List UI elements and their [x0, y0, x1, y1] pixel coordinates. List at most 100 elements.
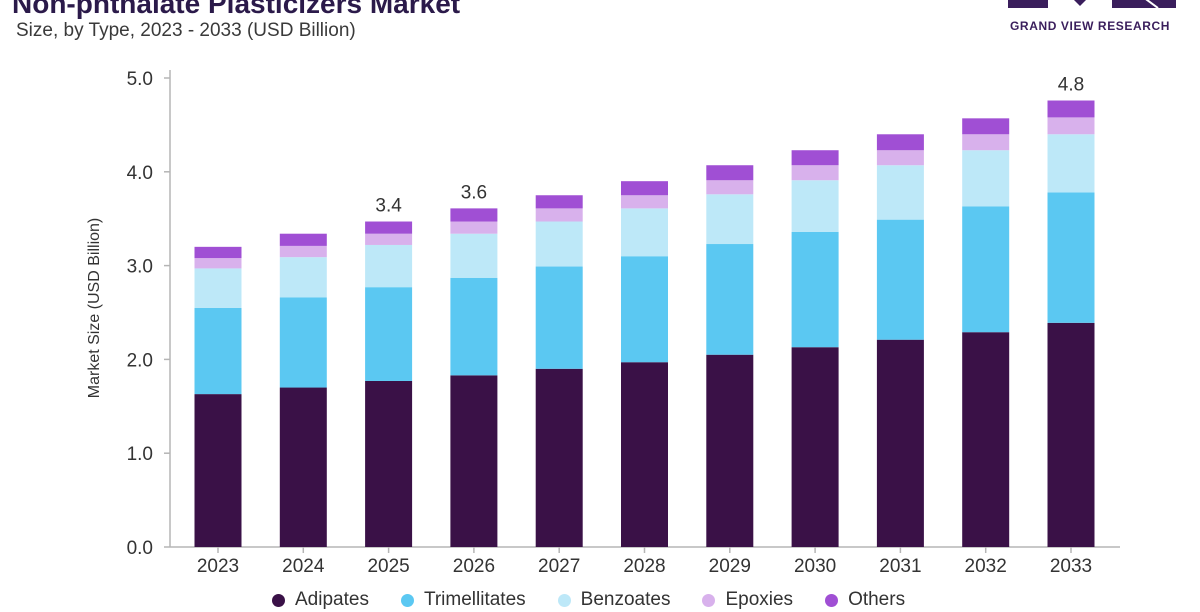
legend-item-trimellitates: Trimellitates [400, 588, 526, 612]
bar-segment-trimellitates [791, 231, 839, 348]
bar-segment-benzoates [876, 165, 924, 220]
y-tick-label: 5.0 [127, 69, 153, 90]
bar-segment-epoxies [279, 245, 327, 258]
bar-segment-adipates [279, 387, 327, 547]
bar-segment-epoxies [876, 150, 924, 166]
bar-segment-trimellitates [450, 277, 498, 376]
bar-segment-benzoates [450, 233, 498, 278]
bar-segment-others [706, 165, 754, 181]
chart-title: Non-phthalate Plasticizers Market [12, 0, 461, 19]
legend-swatch [272, 593, 285, 607]
x-tick-label: 2024 [282, 556, 325, 577]
bar-segment-adipates [1047, 322, 1095, 547]
bar-segment-adipates [791, 347, 839, 547]
x-tick-label: 2032 [965, 556, 1007, 577]
bar-segment-adipates [365, 380, 413, 547]
bar-segment-others [962, 118, 1010, 135]
x-tick-label: 2029 [709, 556, 751, 577]
bar-segment-others [791, 150, 839, 166]
legend: Adipates Trimellitates Benzoates Epoxies Oth… [272, 588, 905, 612]
bars [194, 100, 1095, 547]
bar-segment-adipates [621, 362, 668, 547]
bar-segment-epoxies [962, 134, 1010, 151]
brand-logo: GRAND VIEW RESEARCH [1004, 0, 1184, 40]
bar-segment-adipates [194, 394, 242, 547]
y-axis-label: Market Size (USD Billion) [86, 218, 103, 398]
bar-segment-epoxies [535, 208, 583, 222]
legend-item-others: Others [825, 588, 905, 612]
bar-segment-benzoates [279, 257, 327, 298]
legend-label: Trimellitates [423, 589, 526, 610]
x-tick-label: 2023 [197, 556, 239, 577]
bar-segment-benzoates [706, 194, 754, 245]
data-label: 4.8 [1058, 75, 1084, 96]
data-label: 3.6 [461, 182, 487, 203]
bar-segment-epoxies [1047, 117, 1095, 135]
bar-segment-trimellitates [194, 307, 242, 395]
bar-segment-benzoates [962, 150, 1010, 207]
legend-item-adipates: Adipates [272, 588, 369, 612]
bar-segment-others [876, 134, 924, 151]
legend-swatch [702, 593, 716, 607]
legend-label: Adipates [295, 589, 369, 610]
bar-segment-adipates [876, 339, 924, 547]
x-tick-label: 2027 [538, 556, 580, 577]
bar-segment-trimellitates [1047, 192, 1095, 323]
y-tick-label: 1.0 [127, 444, 153, 465]
x-axis: 2023 2024 2025 2026 2027 2028 2029 2030 2031 2032… [170, 546, 1120, 577]
chart-subtitle: Size, by Type, 2023 - 2033 (USD Billion) [16, 20, 356, 41]
bar-segment-others [450, 208, 498, 222]
bar-segment-benzoates [365, 244, 413, 288]
x-tick-label: 2030 [794, 556, 836, 577]
legend-swatch [400, 593, 414, 607]
bar-segment-epoxies [706, 180, 754, 195]
bar-segment-benzoates [1047, 134, 1095, 193]
bar-segment-epoxies [194, 258, 242, 269]
legend-swatch [557, 593, 571, 607]
y-tick-label: 2.0 [127, 350, 153, 371]
bar-segment-others [365, 221, 413, 234]
y-tick-label: 4.0 [127, 163, 153, 184]
bar-segment-benzoates [535, 221, 583, 267]
bar-segment-epoxies [791, 165, 839, 181]
x-tick-label: 2028 [623, 556, 665, 577]
bar-segment-others [535, 195, 583, 209]
data-labels: 3.4 3.6 4.8 [375, 75, 1084, 217]
data-label: 3.4 [375, 196, 402, 217]
legend-item-epoxies: Epoxies [702, 588, 793, 612]
bar-segment-others [279, 233, 327, 246]
bar-segment-trimellitates [962, 206, 1010, 333]
x-tick-label: 2031 [879, 556, 921, 577]
x-tick-label: 2033 [1050, 556, 1092, 577]
bar-segment-benzoates [621, 208, 668, 257]
bar-segment-others [1047, 100, 1095, 118]
bar-segment-epoxies [621, 195, 668, 209]
y-tick-label: 3.0 [127, 257, 153, 278]
x-tick-label: 2026 [453, 556, 495, 577]
bar-segment-epoxies [365, 233, 413, 245]
bar-segment-epoxies [450, 221, 498, 234]
legend-item-benzoates: Benzoates [557, 588, 671, 612]
bar-segment-adipates [450, 375, 498, 547]
bar-segment-adipates [706, 354, 754, 547]
bar-segment-adipates [535, 368, 583, 547]
legend-label: Benzoates [580, 589, 671, 610]
bar-segment-benzoates [791, 180, 839, 232]
legend-label: Others [848, 589, 906, 610]
bar-segment-trimellitates [365, 287, 413, 381]
brand-logo-icon [1008, 0, 1176, 8]
brand-name: GRAND VIEW RESEARCH [1010, 19, 1171, 33]
x-tick-label: 2025 [367, 556, 409, 577]
legend-swatch [825, 593, 839, 607]
legend-label: Epoxies [725, 589, 794, 610]
bar-segment-trimellitates [706, 244, 754, 355]
bar-segment-trimellitates [876, 219, 924, 340]
y-axis: 0.0 1.0 2.0 3.0 4.0 5.0 [127, 69, 171, 559]
bar-segment-others [194, 246, 242, 259]
bar-segment-trimellitates [535, 266, 583, 369]
bar-segment-others [621, 181, 668, 196]
bar-segment-benzoates [194, 268, 242, 308]
y-tick-label: 0.0 [127, 538, 153, 559]
bar-segment-trimellitates [279, 297, 327, 388]
